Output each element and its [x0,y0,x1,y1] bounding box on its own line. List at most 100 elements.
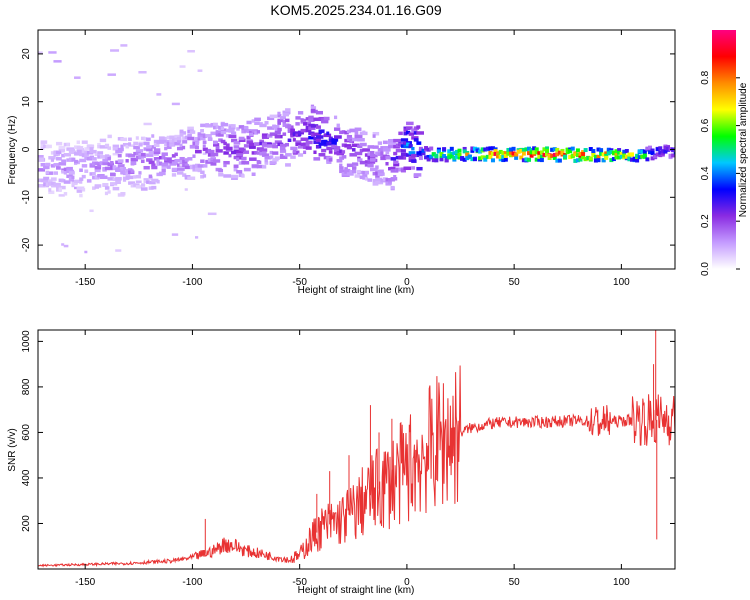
spectrogram-cell [53,150,58,154]
spectrogram-cell [79,177,84,181]
spectrogram-cell [640,154,645,159]
spectrogram-cell [174,134,182,139]
spectrogram-cell [673,150,675,155]
spectrogram-cell [153,143,160,147]
spectrogram-cell [213,159,221,163]
spectrogram-cell [390,157,397,161]
spectrogram-cell [261,133,269,137]
spectrogram-cell [200,174,205,179]
spectrogram-cell [408,155,416,160]
spectrogram-cell [74,152,81,156]
spectrogram-cell [380,151,384,155]
spectrogram-cell [166,158,172,162]
spectrogram-cell [171,233,179,236]
spectrogram-cell [277,127,282,132]
spectrogram-cell [128,181,136,185]
spectrogram-cell [254,117,261,122]
spectrogram-cell [472,157,477,162]
spectrogram-cell [66,174,73,179]
spectrogram-cell [243,144,251,148]
spectrogram-cell [169,143,176,147]
spectrogram-cell [194,145,199,150]
spectrogram-cell [583,157,588,162]
spectrogram-cell [442,147,447,152]
spectrogram-cell [388,144,396,149]
spectrogram-cell [539,150,544,155]
spectrogram-cell [218,138,223,142]
spectrogram-cell [496,154,501,159]
spectrogram-cell [308,118,315,122]
spectrogram-cell [238,138,246,142]
spectrogram-cell [110,49,120,52]
spectrogram-cell [143,137,148,141]
spectrogram-cell [627,154,632,159]
spectrogram-cell [462,146,467,151]
spectrogram-cell [395,148,403,153]
spectrogram-cell [297,145,305,149]
spectrogram-cell [310,106,317,110]
spectrogram-cell [117,153,122,158]
spectrogram-cell [125,172,131,176]
spectrogram-cell [61,153,65,158]
spectrogram-cell [488,150,493,155]
spectrogram-cell [534,150,539,155]
spectrogram-cell [56,150,62,155]
spectrogram-cell [200,123,209,128]
spectrogram-cell [251,119,255,123]
spectrogram-cell [333,115,338,120]
spectrogram-cell [604,155,609,160]
spectrogram-cell [367,163,374,168]
snr-plot-area [38,330,675,569]
spectrogram-cell [393,151,398,156]
spectrogram-cell [285,142,289,147]
spectrogram-cell [341,150,346,154]
spectrogram-cell [223,163,227,168]
spectrogram-cell [547,153,552,158]
spectrogram-cell [508,147,513,152]
spectrogram-cell [81,140,88,144]
spectrogram-cell [133,141,139,146]
spectrogram-cell [151,178,159,183]
spectrogram-cell [84,156,89,161]
spectrogram-cell [411,128,418,132]
spectrogram-cell [48,188,52,192]
spectrogram-cell [488,146,493,151]
spectrogram-cell [135,149,144,153]
spectrogram-cell [200,170,205,175]
spectrogram-cell [94,168,101,173]
spectrogram-cell [413,138,419,142]
spectrogram-cell [323,116,330,121]
spectrogram-cell [537,151,542,156]
spectrogram-cell [112,152,119,156]
spectrogram-cell [545,148,550,153]
spectrogram-cell [346,163,354,168]
spectrogram-cell [38,168,46,172]
spectrogram-cell [176,139,182,143]
spectrogram-cell [578,154,583,159]
spectrogram-cell [581,152,586,157]
spectrogram-cell [264,141,268,146]
spectrogram-cell [413,131,418,135]
spectrogram-cell [370,153,378,158]
spectrogram-cell [58,194,65,197]
spectrogram-cell [166,135,171,140]
spectrogram-cell [233,164,239,168]
spectrogram-cell [151,134,155,138]
spectrogram-cell [550,147,555,152]
spectrogram-cell [375,165,379,169]
spectrogram-cell [238,173,244,178]
spectrogram-cell [333,148,340,153]
spectrogram-cell [272,151,279,155]
spectrogram-cell [447,155,452,160]
spectrogram-cell [326,146,333,151]
spectrogram-cell [310,133,315,137]
spectrogram-cell [267,134,273,138]
spectrogram-cell [315,135,324,139]
spectrogram-cell [413,173,419,177]
spectrogram-cell [192,154,196,158]
spectrogram-cell [81,174,86,179]
spectrogram-cell [45,144,52,149]
spectrogram-cell [94,184,102,188]
spectrogram-cell [498,154,503,159]
spectrogram-cell [436,149,441,154]
